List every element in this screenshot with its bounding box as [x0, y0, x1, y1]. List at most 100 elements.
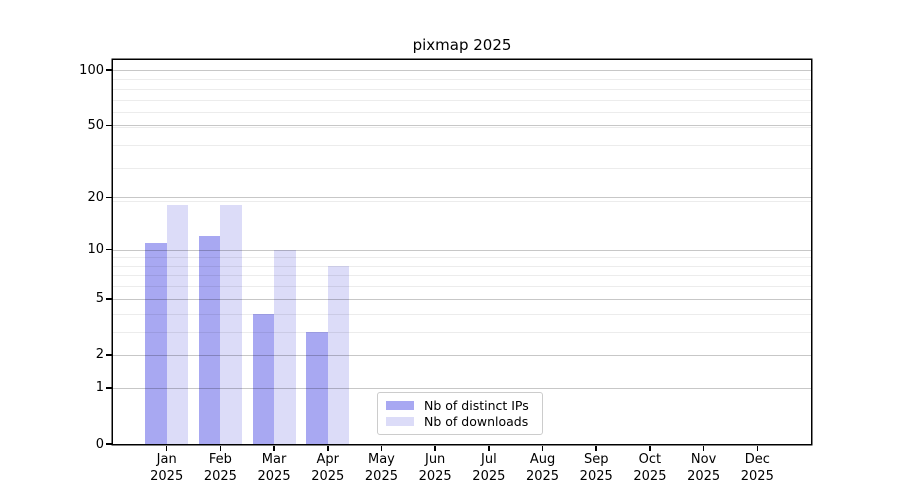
minor-gridline — [113, 331, 811, 333]
y-tick-mark — [106, 354, 112, 356]
x-tick-month: Dec — [744, 452, 770, 467]
x-tick-year: 2025 — [472, 469, 506, 484]
major-gridline — [113, 70, 811, 71]
minor-gridline — [113, 112, 811, 114]
x-tick-mark — [649, 445, 651, 451]
x-tick-year: 2025 — [579, 469, 613, 484]
minor-gridline — [113, 168, 811, 170]
bar-distinct-ips-mar — [252, 313, 275, 444]
bar-distinct-ips-feb — [198, 236, 221, 444]
x-tick-year: 2025 — [740, 469, 774, 484]
x-tick-month: Feb — [208, 452, 232, 467]
x-tick-year: 2025 — [364, 469, 398, 484]
bar-distinct-ips-apr — [306, 331, 328, 444]
x-tick-label-jan: Jan 2025 — [135, 451, 199, 485]
x-tick-year: 2025 — [418, 469, 452, 484]
bar-downloads-jan — [166, 205, 189, 444]
y-tick-mark — [106, 387, 112, 389]
y-tick-label: 10 — [87, 242, 104, 258]
minor-gridline — [113, 145, 811, 147]
x-tick-month: Nov — [690, 452, 717, 467]
major-gridline — [113, 125, 811, 127]
x-tick-label-feb: Feb 2025 — [188, 451, 252, 485]
x-tick-year: 2025 — [633, 469, 667, 484]
legend-entry-distinct-ips: Nb of distinct IPs — [386, 397, 534, 413]
x-tick-year: 2025 — [525, 469, 560, 484]
legend-box: Nb of distinct IPs Nb of downloads — [377, 392, 543, 435]
y-tick-mark — [106, 69, 112, 71]
x-tick-label-jul: Jul 2025 — [457, 451, 521, 485]
x-tick-month: Oct — [638, 452, 662, 467]
minor-gridline — [113, 79, 811, 81]
y-tick-label: 100 — [79, 62, 104, 78]
y-tick-label: 5 — [95, 291, 104, 307]
x-tick-label-apr: Apr 2025 — [296, 451, 360, 485]
x-tick-mark — [702, 445, 705, 451]
y-tick-mark — [106, 443, 112, 445]
x-tick-label-dec: Dec 2025 — [725, 451, 789, 485]
minor-gridline — [113, 257, 811, 259]
x-tick-month: Jul — [481, 452, 497, 467]
x-tick-mark — [541, 445, 544, 451]
x-tick-year: 2025 — [150, 469, 184, 484]
y-tick-label: 20 — [87, 189, 104, 205]
bar-downloads-feb — [220, 205, 242, 444]
x-tick-label-nov: Nov 2025 — [672, 451, 736, 485]
x-tick-mark — [219, 445, 222, 451]
x-tick-month: Jan — [156, 452, 177, 467]
x-tick-mark — [756, 445, 759, 451]
x-tick-month: Sep — [583, 452, 609, 467]
x-tick-month: Jun — [424, 452, 446, 467]
x-tick-year: 2025 — [687, 469, 721, 484]
x-tick-year: 2025 — [311, 469, 345, 484]
x-tick-mark — [434, 445, 436, 451]
x-tick-label-jun: Jun 2025 — [403, 451, 467, 485]
bar-downloads-mar — [274, 249, 296, 444]
major-gridline — [113, 298, 811, 300]
major-gridline — [113, 197, 811, 199]
x-tick-label-mar: Mar 2025 — [242, 451, 306, 485]
x-tick-label-oct: Oct 2025 — [618, 451, 682, 485]
y-tick-mark — [106, 196, 112, 199]
x-tick-mark — [380, 445, 383, 451]
minor-gridline — [113, 201, 811, 203]
major-gridline — [113, 354, 811, 356]
minor-gridline — [113, 275, 811, 277]
x-tick-year: 2025 — [257, 469, 291, 484]
legend-swatch — [386, 417, 414, 427]
x-tick-month: May — [368, 452, 395, 467]
y-tick-label: 2 — [95, 347, 104, 363]
legend-label: Nb of distinct IPs — [424, 397, 529, 413]
x-tick-label-aug: Aug 2025 — [511, 451, 575, 485]
x-tick-label-may: May 2025 — [349, 451, 413, 485]
x-tick-mark — [595, 445, 597, 451]
legend-swatch — [386, 400, 414, 410]
x-tick-mark — [488, 445, 490, 451]
x-tick-mark — [165, 445, 168, 451]
major-gridline — [113, 387, 811, 389]
legend-label: Nb of downloads — [424, 414, 529, 430]
y-tick-mark — [106, 298, 112, 300]
x-tick-mark — [273, 445, 275, 451]
legend-entry-downloads: Nb of downloads — [386, 414, 534, 430]
y-tick-mark — [106, 248, 112, 251]
minor-gridline — [113, 286, 811, 288]
y-tick-mark — [106, 124, 112, 127]
minor-gridline — [113, 126, 811, 128]
x-tick-month: Apr — [316, 452, 340, 467]
major-gridline — [113, 249, 811, 251]
y-tick-label: 1 — [95, 380, 104, 396]
chart-title: pixmap 2025 — [412, 36, 512, 54]
minor-gridline — [113, 313, 811, 315]
x-tick-year: 2025 — [203, 469, 237, 484]
minor-gridline — [113, 99, 811, 101]
x-tick-label-sep: Sep 2025 — [564, 451, 628, 485]
x-tick-month: Aug — [529, 452, 556, 467]
y-tick-label: 0 — [95, 436, 104, 452]
x-tick-mark — [327, 445, 329, 451]
plot-area — [113, 60, 811, 444]
x-tick-month: Mar — [261, 452, 287, 467]
minor-gridline — [113, 88, 811, 90]
bar-distinct-ips-jan — [145, 242, 167, 444]
